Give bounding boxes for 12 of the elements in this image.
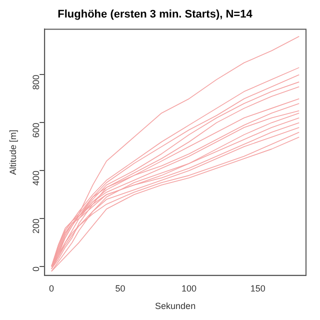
y-tick-label: 0 [31,266,42,272]
x-axis-title: Sekunden [155,301,196,312]
chart-title: Flughöhe (ersten 3 min. Starts), N=14 [58,8,254,21]
x-tick-label: 50 [115,283,126,294]
y-tick-label: 600 [31,122,42,138]
x-tick-label: 0 [48,283,54,294]
y-tick-label: 800 [31,74,42,90]
y-axis-title: Altitude [m] [8,130,18,175]
x-tick-label: 150 [250,283,266,294]
y-tick-label: 400 [31,170,42,186]
x-tick-label: 100 [182,283,197,294]
y-tick-label: 200 [31,218,42,234]
